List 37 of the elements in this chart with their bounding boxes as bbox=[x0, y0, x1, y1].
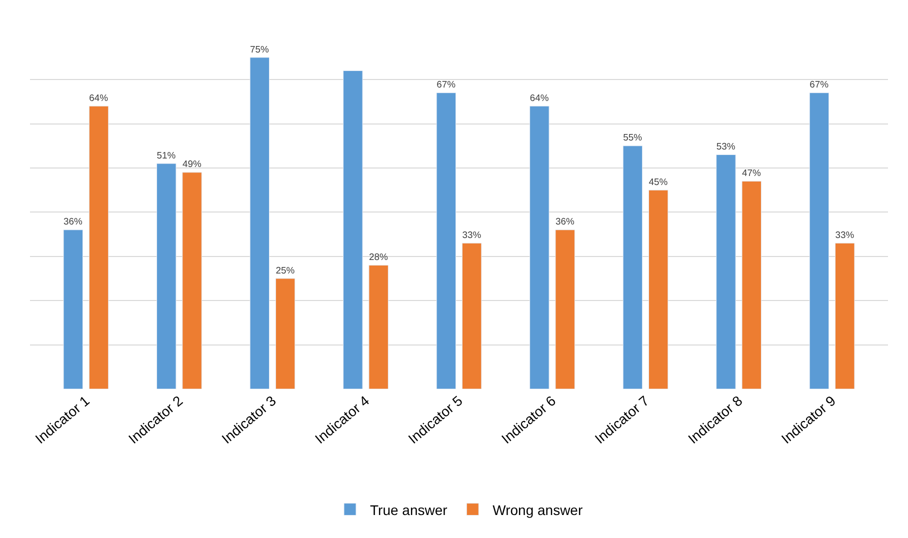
bar bbox=[835, 242, 855, 389]
bar bbox=[809, 92, 830, 389]
bar bbox=[462, 242, 482, 389]
data-label: 51% bbox=[156, 150, 176, 162]
data-label: 33% bbox=[462, 230, 482, 241]
bar bbox=[622, 146, 643, 389]
legend-label: True answer bbox=[370, 502, 448, 518]
legend-label: Wrong answer bbox=[492, 502, 583, 518]
bar bbox=[88, 106, 109, 389]
bar bbox=[555, 230, 575, 389]
data-label: 64% bbox=[530, 92, 550, 104]
data-label: 28% bbox=[368, 252, 388, 264]
bar bbox=[742, 180, 762, 389]
bar bbox=[156, 163, 176, 389]
data-label: 55% bbox=[623, 132, 643, 144]
bar bbox=[368, 264, 388, 389]
data-label: 45% bbox=[648, 176, 668, 188]
data-label: 64% bbox=[89, 92, 109, 104]
bar bbox=[250, 57, 270, 389]
data-label: 49% bbox=[182, 159, 202, 170]
bar bbox=[436, 92, 456, 389]
bar bbox=[530, 106, 550, 389]
data-label: 25% bbox=[276, 265, 296, 276]
data-label: 75% bbox=[250, 44, 270, 56]
data-label: 47% bbox=[742, 168, 762, 180]
data-label: 53% bbox=[716, 142, 736, 153]
bar bbox=[343, 70, 363, 389]
bar bbox=[716, 154, 736, 389]
data-label: 36% bbox=[555, 216, 575, 228]
data-label: 36% bbox=[64, 216, 84, 228]
data-label: 33% bbox=[835, 230, 855, 241]
bar bbox=[182, 172, 202, 389]
data-label: 67% bbox=[436, 80, 456, 91]
bar bbox=[63, 230, 83, 389]
bar bbox=[648, 190, 668, 389]
bar bbox=[275, 278, 296, 389]
data-label: 67% bbox=[810, 80, 830, 91]
